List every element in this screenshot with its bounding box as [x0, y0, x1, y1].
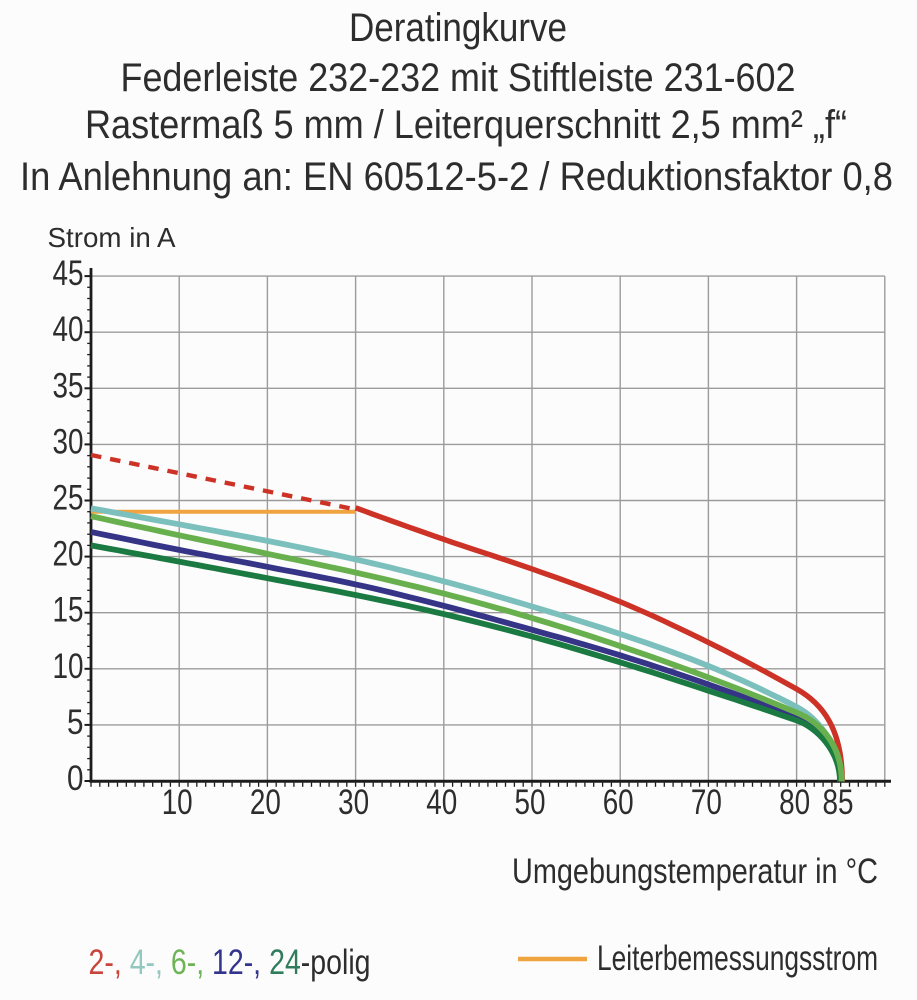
svg-text:30: 30: [53, 422, 84, 461]
svg-text:5: 5: [67, 703, 84, 742]
svg-text:Strom in A: Strom in A: [48, 222, 176, 253]
svg-text:30: 30: [338, 783, 369, 822]
svg-text:15: 15: [53, 591, 84, 630]
svg-text:-polig: -polig: [301, 943, 371, 982]
svg-text:10: 10: [162, 783, 193, 822]
svg-text:Rastermaß 5 mm / Leiterquersch: Rastermaß 5 mm / Leiterquerschnitt 2,5 m…: [85, 103, 847, 147]
svg-text:12-,: 12-,: [212, 943, 261, 982]
svg-text:24: 24: [269, 943, 301, 982]
svg-text:4-,: 4-,: [130, 943, 163, 982]
svg-text:Umgebungstemperatur in °C: Umgebungstemperatur in °C: [512, 852, 878, 891]
svg-text:50: 50: [515, 783, 546, 822]
svg-text:20: 20: [250, 783, 281, 822]
svg-text:45: 45: [53, 254, 84, 293]
svg-text:6-,: 6-,: [171, 943, 204, 982]
svg-text:2-,: 2-,: [89, 943, 122, 982]
svg-text:70: 70: [691, 783, 722, 822]
svg-text:Deratingkurve: Deratingkurve: [349, 6, 567, 50]
svg-text:40: 40: [426, 783, 457, 822]
svg-text:60: 60: [603, 783, 634, 822]
svg-text:Leiterbemessungsstrom: Leiterbemessungsstrom: [597, 939, 878, 978]
svg-text:35: 35: [53, 366, 84, 405]
svg-text:Federleiste 232-232 mit Stiftl: Federleiste 232-232 mit Stiftleiste 231-…: [121, 56, 796, 100]
svg-text:40: 40: [53, 310, 84, 349]
svg-text:25: 25: [53, 479, 84, 518]
svg-text:10: 10: [53, 647, 84, 686]
svg-text:85: 85: [823, 783, 854, 822]
svg-text:In Anlehnung an: EN 60512-5-2: In Anlehnung an: EN 60512-5-2 / Reduktio…: [20, 155, 893, 199]
svg-text:80: 80: [779, 783, 810, 822]
svg-text:20: 20: [53, 535, 84, 574]
svg-text:0: 0: [67, 759, 84, 798]
